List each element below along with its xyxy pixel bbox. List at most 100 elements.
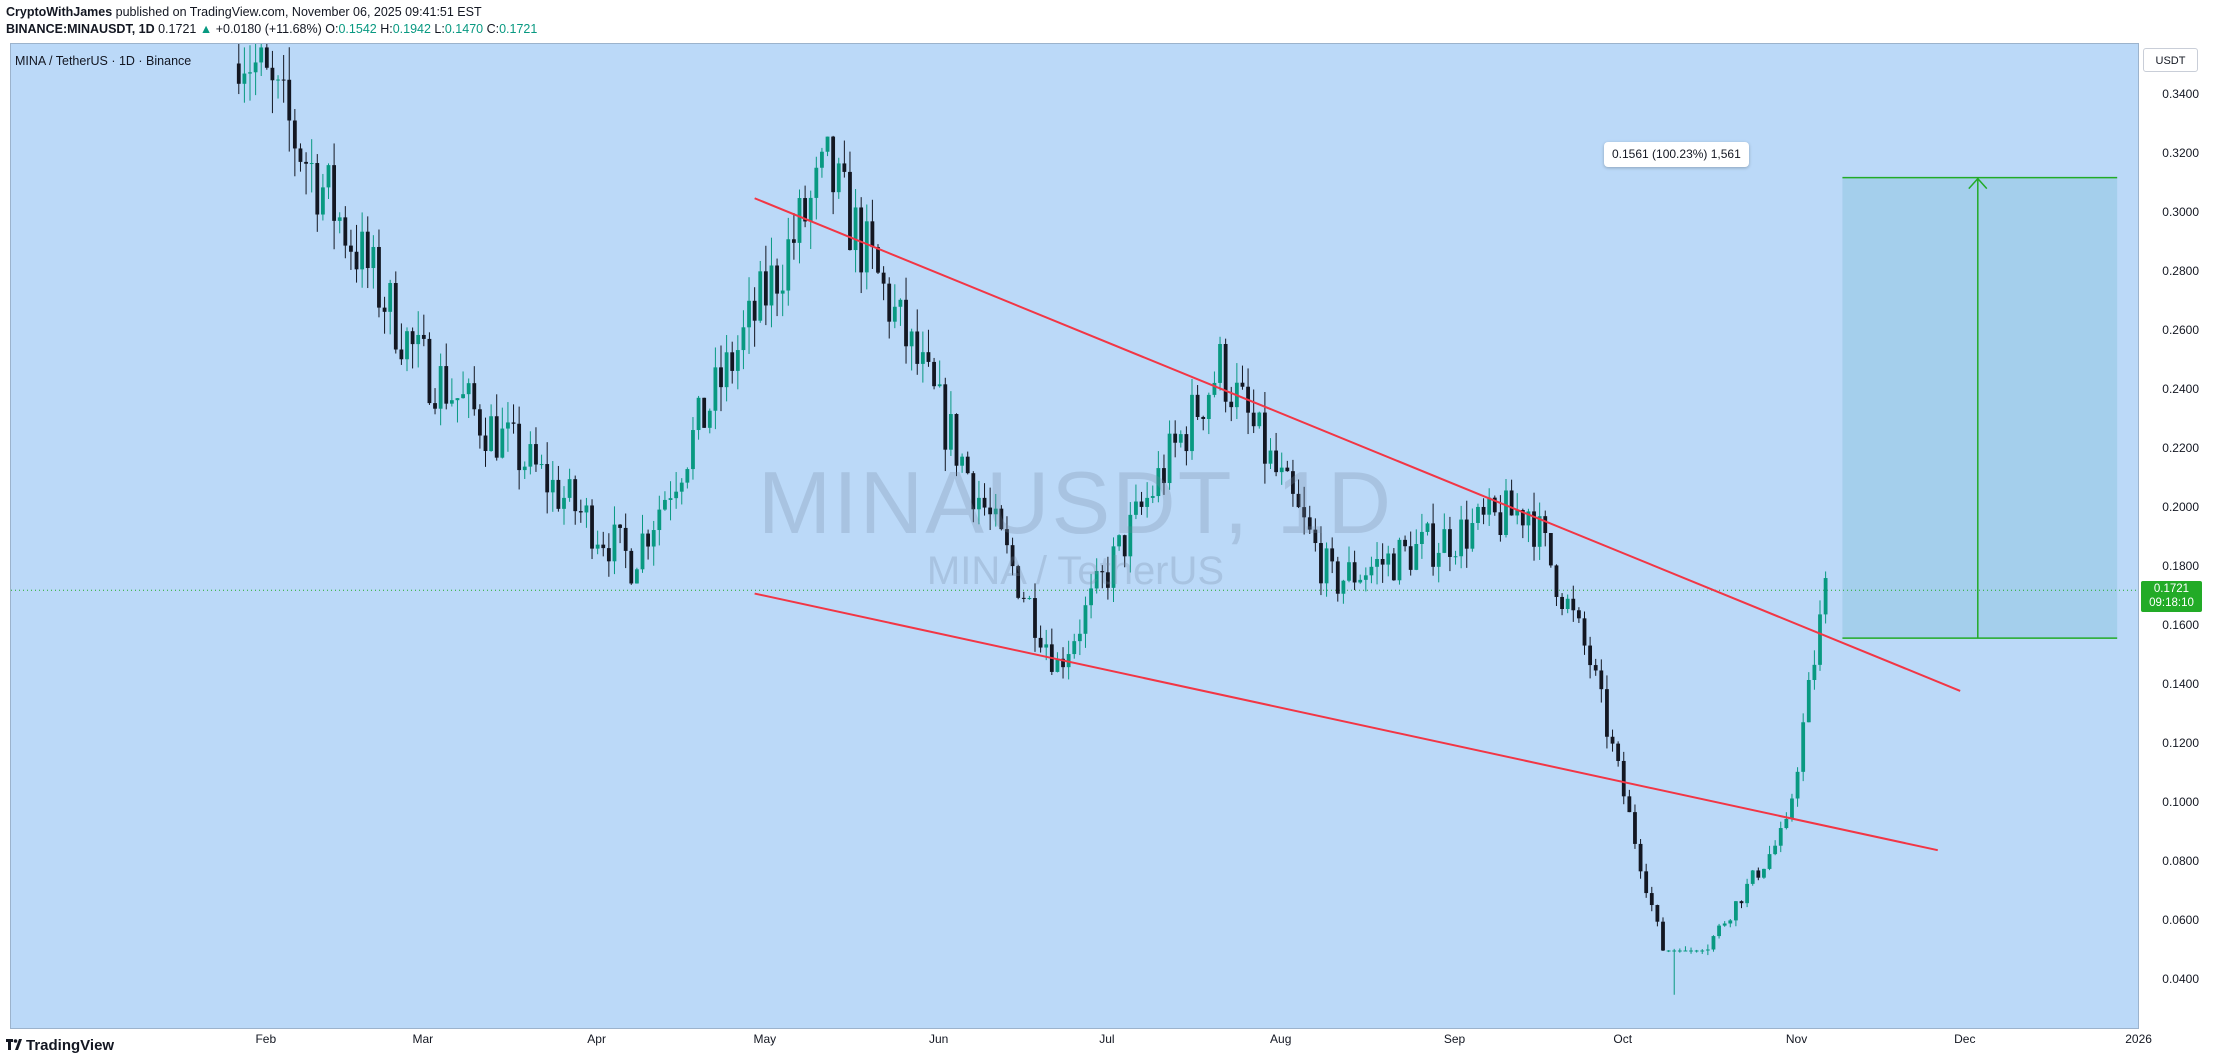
- close-value: 0.1721: [499, 22, 538, 36]
- candle-body: [1571, 598, 1576, 611]
- price-axis[interactable]: 0.3400 0.3200 0.3000 0.2800 0.2600 0.2400 0.22…: [2139, 43, 2213, 1029]
- candle-body: [287, 79, 292, 121]
- candle-body: [343, 217, 348, 246]
- candle-body: [1745, 883, 1750, 904]
- candle-body: [640, 533, 645, 570]
- candle-body: [1150, 496, 1155, 498]
- candle-body: [578, 511, 583, 513]
- candle-body: [1520, 510, 1525, 526]
- candle-body: [1111, 546, 1116, 588]
- candle-body: [1487, 497, 1492, 515]
- candle-body: [1335, 561, 1340, 594]
- trendline-upper: [754, 197, 1961, 692]
- measure-label[interactable]: 0.1561 (100.23%) 1,561: [1604, 142, 1749, 167]
- time-tick: Oct: [1613, 1032, 1633, 1046]
- symbol-legend[interactable]: MINA / TetherUS · 1D · Binance: [15, 54, 192, 68]
- candle-body: [1515, 510, 1520, 516]
- candle-body: [674, 491, 679, 499]
- candle-body: [808, 197, 813, 222]
- candle-body: [427, 338, 432, 404]
- time-axis[interactable]: FebMarAprMayJunJulAugSepOctNovDec2026Feb: [10, 1029, 2151, 1049]
- candle-body: [1212, 382, 1217, 395]
- candle-body: [999, 508, 1004, 530]
- candle-body: [1083, 605, 1088, 634]
- candle-body: [937, 384, 942, 387]
- ohlc-line: BINANCE:MINAUSDT, 1D 0.1721 ▲ +0.0180 (+…: [6, 21, 537, 38]
- candle-body: [399, 349, 404, 360]
- candle-body: [1369, 566, 1374, 576]
- price-tick: 0.1600: [2162, 618, 2199, 632]
- candle-body: [253, 62, 258, 73]
- candle-body: [691, 430, 695, 470]
- price-tick: 0.3200: [2162, 146, 2199, 160]
- candle-body: [1285, 467, 1290, 472]
- candle-body: [1778, 828, 1783, 846]
- candle-body: [421, 334, 426, 339]
- candle-body: [1268, 450, 1273, 464]
- candle-body: [1481, 506, 1486, 515]
- candle-body: [791, 239, 796, 243]
- candle-body: [1201, 416, 1206, 419]
- candle-body: [1509, 490, 1514, 516]
- candle-body: [1812, 664, 1817, 680]
- candle-body: [1537, 516, 1542, 547]
- candle-body: [1492, 497, 1497, 513]
- last-price-tag: 0.1721: [2153, 583, 2190, 595]
- candle-body: [820, 151, 824, 168]
- candle-body: [741, 327, 746, 351]
- candle-body: [1610, 736, 1615, 744]
- candle-body: [1206, 394, 1211, 419]
- candle-body: [1044, 644, 1049, 648]
- candle-body: [1588, 645, 1593, 666]
- candle-body: [1162, 468, 1166, 484]
- candle-body: [1767, 854, 1772, 869]
- candle-body: [264, 47, 269, 68]
- candle-body: [449, 400, 454, 404]
- candle-body: [1464, 519, 1469, 549]
- close-label: C:: [486, 22, 500, 36]
- candle-body: [1358, 579, 1363, 583]
- candle-body: [388, 283, 393, 312]
- candle-body: [1431, 523, 1436, 567]
- candle-body: [1077, 633, 1082, 642]
- currency-button[interactable]: USDT: [2143, 48, 2198, 72]
- chart-pane[interactable]: MINAUSDT, 1D MINA / TetherUS: [10, 43, 2139, 1029]
- candle-body: [1442, 529, 1447, 553]
- candle-body: [1330, 548, 1335, 562]
- low-value: 0.1470: [444, 22, 484, 36]
- tradingview-logo-icon: [6, 1038, 22, 1055]
- candle-body: [1403, 539, 1407, 547]
- candle-body: [236, 63, 241, 84]
- candle-body: [977, 497, 981, 510]
- candle-body: [1038, 637, 1043, 648]
- author-name[interactable]: CryptoWithJames: [6, 5, 113, 19]
- price-tick: 0.0400: [2162, 972, 2199, 986]
- candle-body: [825, 136, 830, 152]
- candle-body: [1302, 507, 1307, 518]
- candle-body: [612, 524, 617, 562]
- candle-body: [590, 505, 594, 549]
- chart-header: CryptoWithJames published on TradingView…: [6, 4, 537, 38]
- candle-body: [377, 246, 381, 308]
- candle-body: [1459, 519, 1464, 557]
- candle-body: [382, 307, 387, 312]
- candle-body: [1262, 412, 1267, 464]
- tradingview-footer[interactable]: TradingView: [6, 1037, 114, 1055]
- candle-body: [506, 422, 510, 429]
- candle-body: [859, 207, 864, 273]
- candle-body: [842, 163, 847, 172]
- candlestick-chart[interactable]: [11, 44, 2139, 1029]
- candle-body: [623, 527, 628, 551]
- candle-body: [601, 544, 606, 549]
- price-tick: 0.1000: [2162, 795, 2199, 809]
- candle-body: [836, 163, 841, 193]
- candle-body: [1806, 679, 1811, 723]
- candle-body: [719, 367, 723, 388]
- candle-body: [1689, 950, 1693, 952]
- candle-body: [1167, 433, 1172, 484]
- time-tick: 2026: [2125, 1032, 2152, 1046]
- candle-body: [786, 239, 791, 291]
- candle-body: [1666, 950, 1671, 952]
- candle-body: [713, 367, 718, 411]
- candle-body: [752, 300, 757, 321]
